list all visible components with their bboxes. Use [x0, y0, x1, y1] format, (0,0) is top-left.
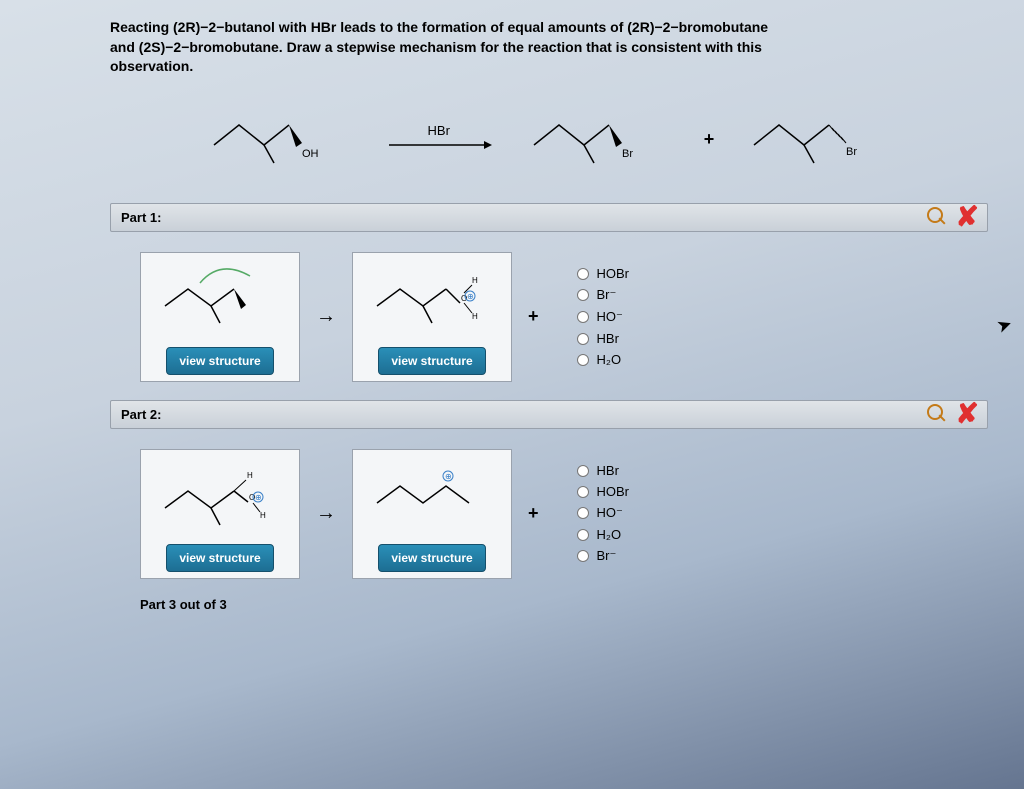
choice-hbr[interactable]: HBr	[577, 463, 630, 478]
part1-box2[interactable]: O ⊕ H H view structure	[352, 252, 512, 382]
svg-text:⊕: ⊕	[445, 472, 452, 481]
choice-ho-minus[interactable]: HO⁻	[577, 505, 630, 521]
part1-box1[interactable]: view structure	[140, 252, 300, 382]
choice-ho-minus[interactable]: HO⁻	[577, 309, 630, 325]
part2-box2[interactable]: ⊕ view structure	[352, 449, 512, 579]
svg-text:⊕: ⊕	[255, 493, 262, 502]
plus-symbol: +	[704, 129, 715, 150]
plus-symbol: +	[528, 503, 539, 524]
svg-text:⊕: ⊕	[467, 292, 474, 301]
choice-br-minus[interactable]: Br⁻	[577, 287, 630, 303]
choice-hobr[interactable]: HOBr	[577, 266, 630, 281]
product1-structure: Br	[524, 105, 674, 175]
svg-text:H: H	[472, 276, 478, 285]
reactant-structure: OH	[204, 105, 354, 175]
part2-choices: HBr HOBr HO⁻ H₂O Br⁻	[577, 463, 630, 564]
plus-symbol: +	[528, 306, 539, 327]
zoom-icon[interactable]	[926, 206, 948, 228]
view-structure-button[interactable]: view structure	[378, 544, 485, 572]
view-structure-button[interactable]: view structure	[166, 347, 273, 375]
svg-text:Br: Br	[846, 146, 857, 158]
choice-hbr[interactable]: HBr	[577, 331, 630, 346]
reagent-label: HBr	[384, 123, 494, 138]
part2-title: Part 2:	[121, 407, 161, 422]
part2-step: H O ⊕ H view structure → ⊕ view structur…	[110, 443, 988, 597]
view-structure-button[interactable]: view structure	[378, 347, 485, 375]
q-line2: and (2S)−2−bromobutane. Draw a stepwise …	[110, 39, 762, 55]
svg-text:H: H	[260, 511, 266, 520]
choice-h2o[interactable]: H₂O	[577, 527, 630, 542]
choice-br-minus[interactable]: Br⁻	[577, 548, 630, 564]
product2-structure: Br	[744, 105, 894, 175]
reaction-row: OH HBr Br + Br	[110, 105, 988, 175]
reagent-arrow: HBr	[384, 123, 494, 157]
part1-choices: HOBr Br⁻ HO⁻ HBr H₂O	[577, 266, 630, 367]
part1-step: view structure → O ⊕ H H view structure …	[110, 246, 988, 400]
q-line1: Reacting (2R)−2−butanol with HBr leads t…	[110, 19, 768, 35]
part2-header: Part 2: ✘	[110, 400, 988, 429]
arrow-icon: →	[316, 502, 336, 525]
arrow-icon: →	[316, 305, 336, 328]
part1-title: Part 1:	[121, 210, 161, 225]
part3-label: Part 3 out of 3	[110, 597, 988, 612]
part2-box1[interactable]: H O ⊕ H view structure	[140, 449, 300, 579]
part1-header: Part 1: ✘	[110, 203, 988, 232]
zoom-icon[interactable]	[926, 403, 948, 425]
question-text: Reacting (2R)−2−butanol with HBr leads t…	[110, 18, 960, 77]
incorrect-icon: ✘	[956, 400, 979, 428]
view-structure-button[interactable]: view structure	[166, 544, 273, 572]
svg-text:OH: OH	[302, 148, 319, 160]
svg-text:H: H	[247, 471, 253, 480]
choice-h2o[interactable]: H₂O	[577, 352, 630, 367]
svg-text:Br: Br	[622, 148, 633, 160]
choice-hobr[interactable]: HOBr	[577, 484, 630, 499]
incorrect-icon: ✘	[956, 203, 979, 231]
svg-text:H: H	[472, 312, 478, 321]
q-line3: observation.	[110, 58, 193, 74]
